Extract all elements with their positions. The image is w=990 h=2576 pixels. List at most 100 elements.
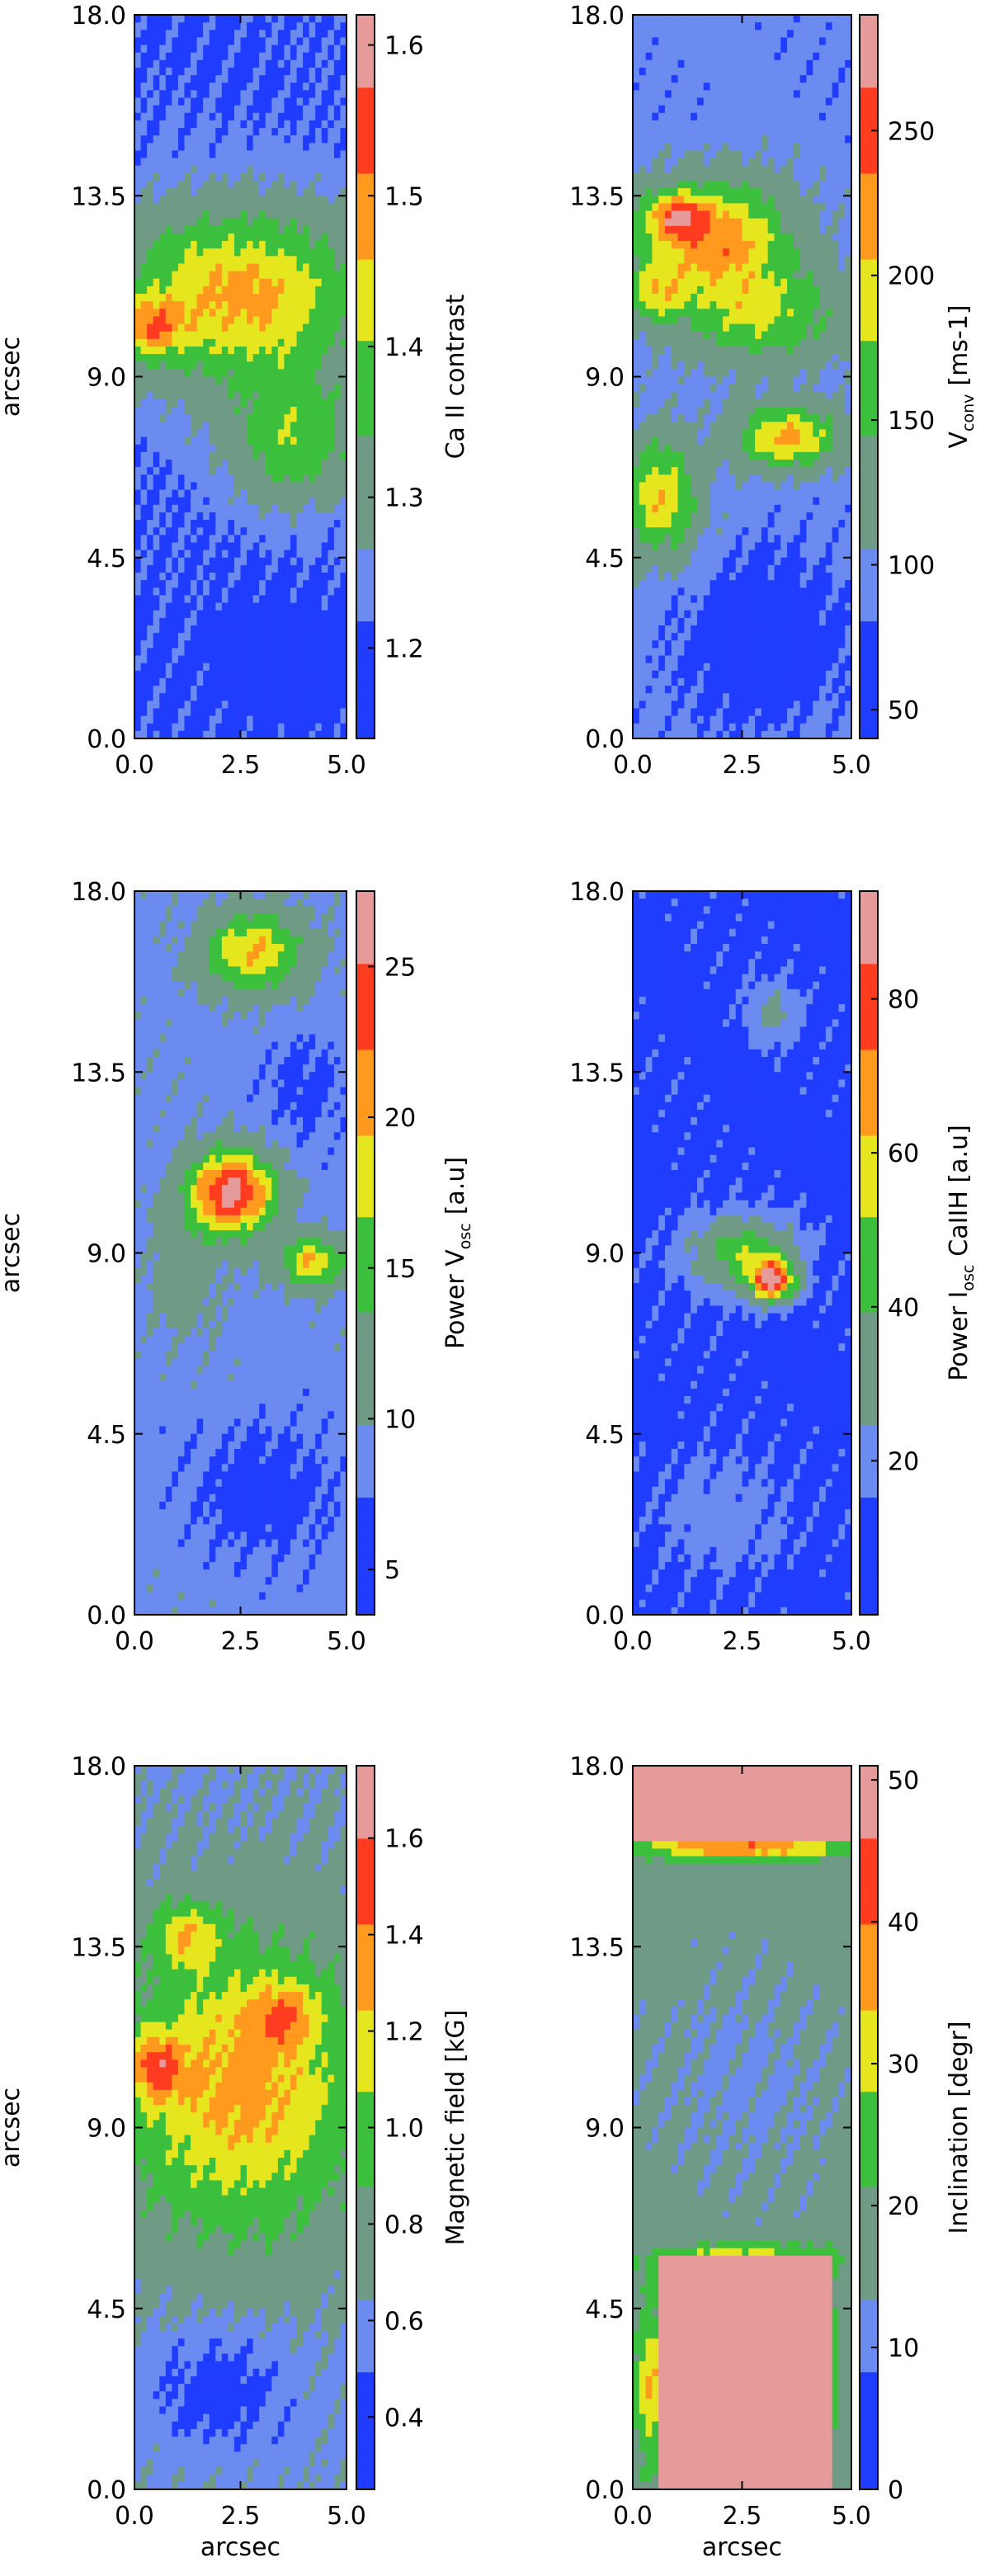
- heatmap-cell: [755, 203, 762, 212]
- heatmap-cell: [691, 309, 698, 318]
- heatmap-cell: [165, 158, 172, 167]
- heatmap-cell: [296, 158, 304, 167]
- heatmap-cell: [265, 474, 272, 483]
- heatmap-cell: [184, 670, 191, 679]
- heatmap-cell: [221, 112, 229, 121]
- heatmap-cell: [203, 338, 210, 347]
- heatmap-cell: [265, 316, 272, 325]
- heatmap-cell: [209, 59, 216, 68]
- heatmap-cell: [228, 422, 235, 431]
- heatmap-cell: [134, 376, 142, 385]
- heatmap-cell: [228, 323, 235, 333]
- heatmap-cell: [153, 15, 160, 23]
- heatmap-cell: [710, 346, 717, 355]
- heatmap-cell: [703, 30, 711, 39]
- heatmap-cell: [228, 542, 235, 551]
- heatmap-cell: [728, 346, 737, 355]
- heatmap-cell: [177, 112, 186, 121]
- heatmap-cell: [806, 210, 813, 219]
- heatmap-cell: [240, 573, 248, 581]
- heatmap-cell: [813, 52, 820, 61]
- colorbar-segment: [356, 575, 375, 581]
- heatmap-cell: [209, 708, 216, 717]
- heatmap-cell: [696, 278, 705, 287]
- heatmap-cell: [309, 285, 316, 295]
- heatmap-cell: [177, 354, 186, 362]
- heatmap-cell: [153, 407, 160, 415]
- heatmap-cell: [215, 256, 223, 265]
- heatmap-cell: [147, 414, 154, 422]
- heatmap-cell: [315, 218, 323, 227]
- heatmap-cell: [639, 196, 647, 204]
- heatmap-cell: [134, 693, 142, 701]
- heatmap-cell: [153, 97, 160, 106]
- heatmap-cell: [696, 90, 705, 99]
- heatmap-cell: [303, 361, 310, 370]
- heatmap-cell: [309, 459, 316, 468]
- heatmap-cell: [184, 316, 191, 325]
- heatmap-cell: [221, 135, 229, 144]
- heatmap-cell: [203, 165, 210, 174]
- heatmap-cell: [696, 75, 705, 83]
- heatmap-cell: [165, 444, 172, 453]
- heatmap-cell: [259, 723, 266, 732]
- heatmap-cell: [309, 256, 316, 265]
- heatmap-cell: [284, 467, 291, 475]
- heatmap-cell: [290, 617, 298, 626]
- heatmap-cell: [723, 256, 730, 265]
- heatmap-cell: [748, 90, 756, 99]
- heatmap-cell: [265, 150, 272, 159]
- heatmap-cell: [780, 75, 788, 83]
- heatmap-cell: [710, 15, 717, 23]
- heatmap-cell: [247, 338, 254, 347]
- heatmap-cell: [787, 278, 794, 287]
- heatmap-cell: [703, 59, 711, 68]
- colorbar-segment: [356, 196, 375, 201]
- heatmap-cell: [767, 97, 776, 106]
- heatmap-cell: [658, 105, 666, 114]
- heatmap-cell: [328, 557, 335, 566]
- heatmap-cell: [328, 587, 335, 597]
- heatmap-cell: [252, 489, 260, 498]
- heatmap-cell: [755, 323, 762, 333]
- heatmap-cell: [806, 22, 813, 31]
- heatmap-cell: [819, 256, 827, 265]
- heatmap-cell: [191, 135, 198, 144]
- heatmap-cell: [221, 391, 229, 400]
- heatmap-cell: [172, 391, 179, 400]
- heatmap-cell: [303, 730, 310, 738]
- heatmap-cell: [658, 263, 666, 272]
- heatmap-cell: [652, 203, 659, 212]
- colorbar-segment: [356, 92, 375, 97]
- heatmap-cell: [203, 271, 210, 280]
- heatmap-cell: [340, 271, 346, 280]
- heatmap-cell: [787, 90, 794, 99]
- heatmap-cell: [184, 241, 191, 249]
- heatmap-cell: [671, 256, 679, 265]
- heatmap-cell: [240, 369, 248, 378]
- heatmap-cell: [723, 241, 730, 249]
- heatmap-cell: [209, 112, 216, 121]
- heatmap-cell: [247, 218, 254, 227]
- heatmap-cell: [652, 135, 659, 144]
- heatmap-cell: [259, 309, 266, 318]
- heatmap-cell: [134, 30, 142, 39]
- heatmap-cell: [767, 180, 776, 189]
- heatmap-cell: [259, 256, 266, 265]
- heatmap-cell: [774, 196, 781, 204]
- heatmap-cell: [159, 595, 167, 604]
- heatmap-cell: [228, 22, 235, 31]
- heatmap-cell: [315, 105, 323, 114]
- heatmap-cell: [321, 715, 328, 724]
- heatmap-cell: [203, 520, 210, 528]
- heatmap-cell: [147, 663, 154, 672]
- colorbar-segment: [356, 607, 375, 613]
- heatmap-cell: [645, 15, 653, 23]
- heatmap-cell: [284, 75, 291, 83]
- colorbar-segment: [356, 413, 375, 418]
- heatmap-cell: [153, 361, 160, 370]
- heatmap-cell: [215, 701, 223, 710]
- heatmap-cell: [247, 459, 254, 468]
- heatmap-cell: [247, 436, 254, 446]
- heatmap-cell: [309, 248, 316, 257]
